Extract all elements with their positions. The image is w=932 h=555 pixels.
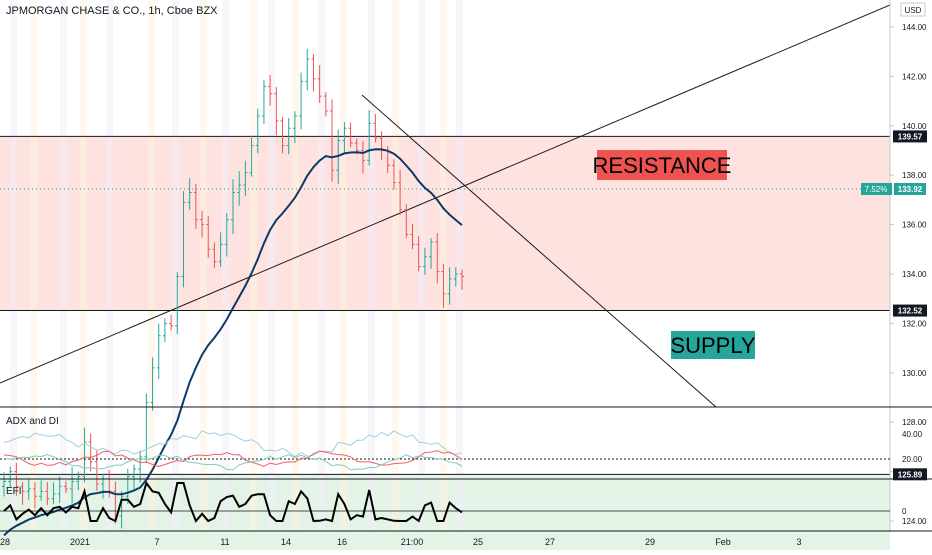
- time-label: 14: [281, 537, 291, 547]
- currency-box: [900, 2, 926, 17]
- time-label: 25: [473, 537, 483, 547]
- price-tick-label: 134.00: [902, 270, 927, 279]
- price-tick-label: 140.00: [902, 122, 927, 131]
- level-tag-text: 132.52: [898, 307, 923, 316]
- last-price-tag: [894, 183, 926, 195]
- ascending-trendline[interactable]: [0, 4, 891, 384]
- level-tag: [893, 468, 927, 481]
- level-lines: [0, 135, 890, 475]
- chart-title: JPMORGAN CHASE & CO., 1h, Cboe BZX: [6, 5, 218, 17]
- price-tick-label: 138.00: [902, 171, 927, 180]
- adx-tick-40: 40.00: [902, 430, 923, 439]
- session-band: [392, 0, 399, 531]
- time-label: 29: [645, 537, 655, 547]
- time-label: Feb: [715, 537, 731, 547]
- di-minus-line: [3, 450, 463, 468]
- session-band: [172, 0, 179, 531]
- currency-label: USD: [905, 6, 922, 15]
- price-tick-label: 128.00: [902, 418, 927, 427]
- session-band: [30, 0, 37, 531]
- price-tick-label: 142.00: [902, 72, 927, 81]
- session-band: [368, 0, 375, 531]
- adx-tick-20: 20.00: [902, 455, 923, 464]
- time-label: 7: [154, 537, 159, 547]
- efi-tick-0: 0: [902, 507, 907, 516]
- level-tag: [893, 304, 927, 317]
- di-plus-line: [3, 453, 463, 471]
- session-band: [292, 0, 299, 531]
- time-label: 16: [337, 537, 347, 547]
- level-tag: [893, 130, 927, 143]
- price-bars: [2, 48, 464, 529]
- session-band: [222, 0, 229, 531]
- time-axis-labels: 28 2021 7 11 14 16 21:00 25 27 29 Feb 3: [0, 537, 802, 547]
- time-label: 3: [796, 537, 801, 547]
- session-band: [340, 0, 347, 531]
- supply-label: SUPPLY: [670, 333, 756, 358]
- adx-title: ADX and DI: [6, 416, 59, 427]
- session-band: [10, 0, 17, 531]
- session-band: [418, 0, 425, 531]
- level-tag-text: 125.89: [898, 470, 923, 479]
- last-price-text: 133.92: [898, 185, 923, 194]
- price-tick-label: 124.00: [902, 517, 927, 526]
- session-band: [60, 0, 67, 531]
- resistance-label-box[interactable]: [597, 150, 727, 180]
- time-label: 27: [545, 537, 555, 547]
- session-band: [318, 0, 325, 531]
- descending-trendline[interactable]: [361, 94, 717, 408]
- time-label: 28: [0, 537, 10, 547]
- session-band: [250, 0, 257, 531]
- price-tick-label: 136.00: [902, 221, 927, 230]
- session-band: [80, 0, 87, 531]
- price-tick-label: 132.00: [902, 319, 927, 328]
- level-tag-text: 139.57: [898, 132, 923, 141]
- efi-title: EFI: [6, 486, 22, 497]
- session-band: [200, 0, 207, 531]
- session-band: [106, 0, 113, 531]
- price-tick-label: 130.00: [902, 369, 927, 378]
- session-band: [456, 0, 463, 531]
- resistance-label: RESISTANCE: [593, 153, 732, 178]
- adx-line: [3, 430, 463, 458]
- supply-label-box[interactable]: [671, 331, 755, 359]
- time-label: 21:00: [401, 537, 424, 547]
- time-label: 11: [220, 537, 229, 547]
- last-change-tag: [861, 183, 892, 195]
- session-band: [148, 0, 155, 531]
- time-label: 2021: [70, 537, 90, 547]
- efi-line: [3, 480, 463, 523]
- last-change-text: 7.52%: [865, 185, 888, 194]
- price-tick-label: 144.00: [902, 23, 927, 32]
- session-band: [268, 0, 275, 531]
